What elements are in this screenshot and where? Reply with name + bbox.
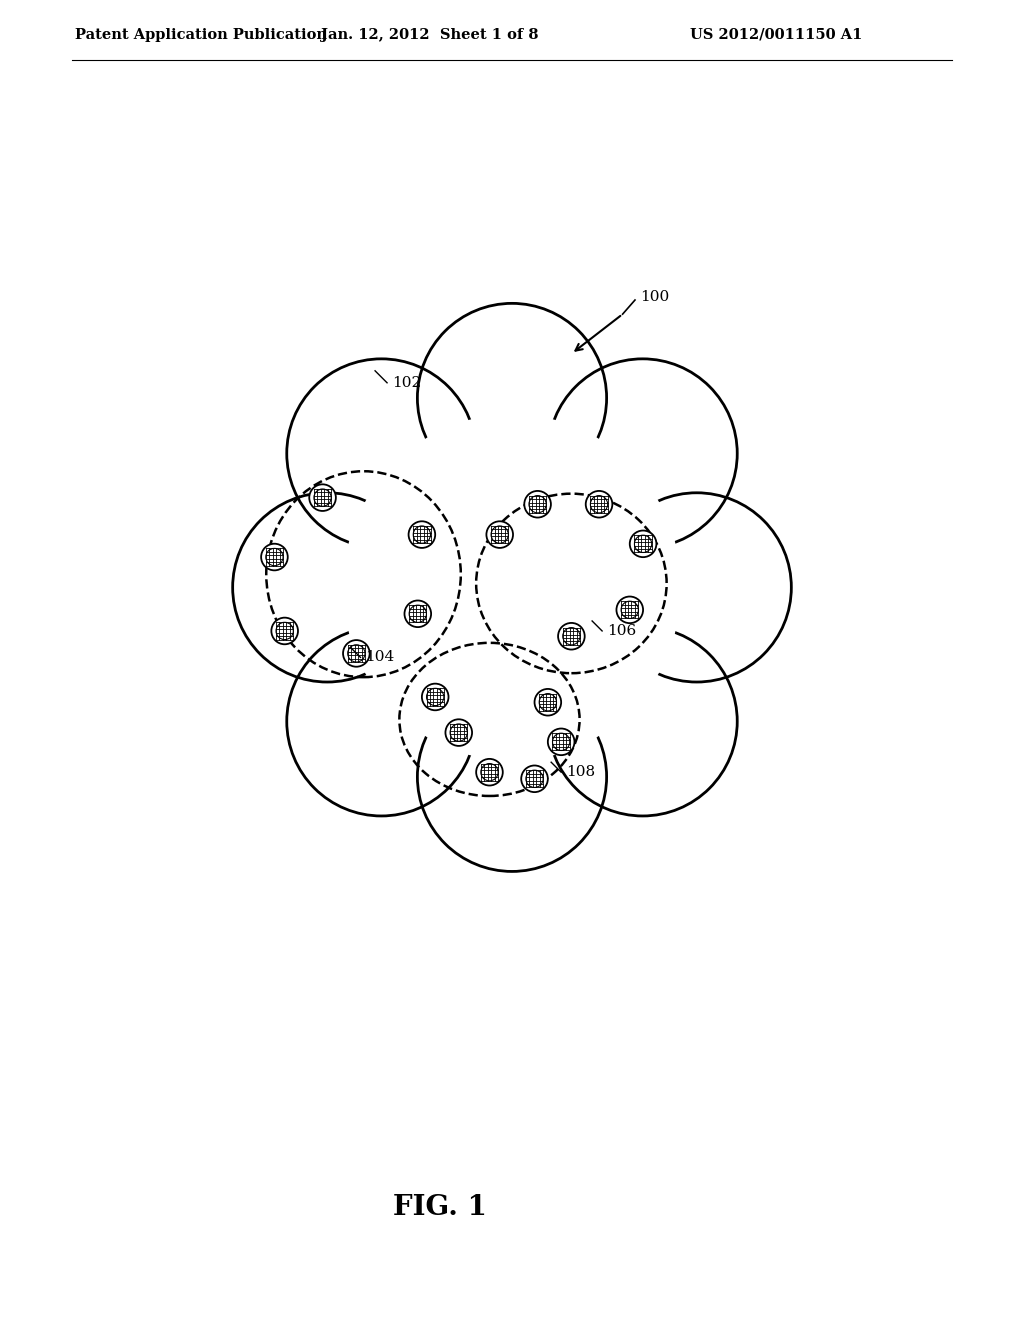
Text: Patent Application Publication: Patent Application Publication <box>75 28 327 42</box>
Circle shape <box>414 525 430 544</box>
Circle shape <box>558 623 585 649</box>
Circle shape <box>232 492 422 682</box>
Text: 106: 106 <box>607 624 636 638</box>
Circle shape <box>548 729 574 755</box>
Circle shape <box>422 684 449 710</box>
Circle shape <box>591 495 607 513</box>
Circle shape <box>276 622 293 640</box>
Text: 102: 102 <box>392 376 421 389</box>
Circle shape <box>486 521 513 548</box>
Text: FIG. 1: FIG. 1 <box>393 1195 487 1221</box>
Circle shape <box>309 484 336 511</box>
Circle shape <box>343 640 370 667</box>
Circle shape <box>451 723 467 742</box>
Circle shape <box>521 766 548 792</box>
Circle shape <box>616 597 643 623</box>
Circle shape <box>553 733 569 751</box>
Circle shape <box>563 627 580 645</box>
Text: Jan. 12, 2012  Sheet 1 of 8: Jan. 12, 2012 Sheet 1 of 8 <box>322 28 539 42</box>
Circle shape <box>418 304 606 492</box>
Circle shape <box>540 693 556 711</box>
Text: 104: 104 <box>366 651 394 664</box>
Circle shape <box>427 688 443 706</box>
Circle shape <box>418 682 606 871</box>
Circle shape <box>524 491 551 517</box>
Circle shape <box>526 770 543 788</box>
Ellipse shape <box>343 414 681 760</box>
Circle shape <box>635 535 651 553</box>
Circle shape <box>314 488 331 507</box>
Circle shape <box>409 521 435 548</box>
Ellipse shape <box>336 407 688 767</box>
Circle shape <box>602 492 792 682</box>
Circle shape <box>271 618 298 644</box>
Circle shape <box>348 644 365 663</box>
Circle shape <box>445 719 472 746</box>
Circle shape <box>586 491 612 517</box>
Circle shape <box>548 627 737 816</box>
Circle shape <box>287 627 476 816</box>
Circle shape <box>404 601 431 627</box>
Circle shape <box>622 601 638 619</box>
Circle shape <box>535 689 561 715</box>
Circle shape <box>287 359 476 548</box>
Text: US 2012/0011150 A1: US 2012/0011150 A1 <box>690 28 862 42</box>
Text: 108: 108 <box>566 766 595 779</box>
Circle shape <box>529 495 546 513</box>
Circle shape <box>261 544 288 570</box>
Circle shape <box>481 763 498 781</box>
Circle shape <box>492 525 508 544</box>
Circle shape <box>410 605 426 623</box>
Circle shape <box>476 759 503 785</box>
Circle shape <box>266 548 283 566</box>
Text: 100: 100 <box>640 290 670 304</box>
Circle shape <box>630 531 656 557</box>
Circle shape <box>548 359 737 548</box>
